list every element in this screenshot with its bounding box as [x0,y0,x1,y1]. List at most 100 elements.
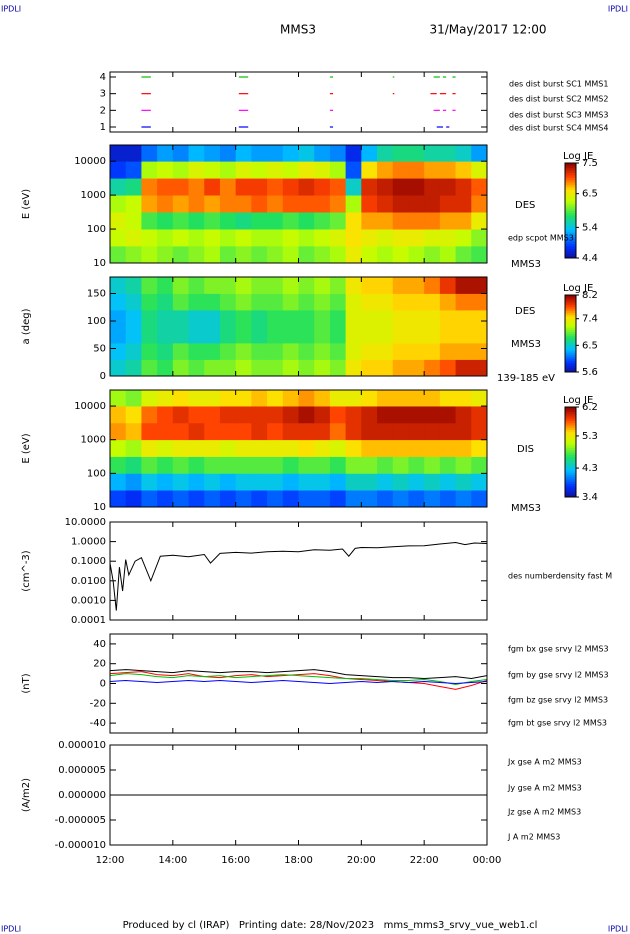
spectrogram-cell [392,293,409,311]
spectrogram-cell [455,473,472,491]
colorbar-segment [565,189,576,192]
spectrogram-cell [345,439,362,457]
spectrogram-cell [392,422,409,441]
spectrogram-cell [314,390,331,407]
spectrogram-cell [377,473,394,491]
y-tick-label: -20 [90,698,106,709]
colorbar-segment [565,429,576,433]
spectrogram-cell [251,456,268,474]
spectrogram-cell [125,439,142,457]
y-tick-label: 2 [100,105,106,116]
spectrogram-cell [455,359,472,376]
colorbar-segment [565,327,576,331]
spectrogram-cell [188,145,205,162]
spectrogram-cell [125,406,142,424]
spectrogram-cell [329,245,347,263]
spectrogram-cell [392,326,409,344]
panel-annotation: MMS3 [511,503,541,514]
plot-area [110,390,487,507]
spectrogram-cell [329,145,347,162]
spectrogram-cell [345,343,362,360]
spectrogram-cell [157,359,174,376]
spectrogram-cell [267,439,284,457]
spectrogram-cell [439,293,456,311]
spectrogram-cell [298,161,315,179]
spectrogram-cell [141,178,158,196]
spectrogram-cell [267,473,284,491]
spectrogram-cell [314,145,331,162]
spectrogram-cell [219,310,237,327]
spectrogram-cell [157,229,174,247]
spectrogram-cell [439,456,456,474]
footer: Produced by cl (IRAP) Printing date: 28/… [123,920,538,931]
colorbar-label: Log JE [563,283,593,294]
spectrogram-cell [424,439,441,457]
spectrogram-cell [377,145,394,162]
colorbar-segment [565,163,576,166]
spectrogram-cell [282,277,299,294]
spectrogram-cell [345,422,362,441]
spectrogram-cell [439,212,456,230]
spectrogram-cell [141,245,158,263]
spectrogram-cell [204,178,221,196]
spectrogram-cell [282,343,299,360]
y-tick-label: 0.0100 [71,576,106,587]
spectrogram-cell [408,490,425,507]
spectrogram-cell [157,178,174,196]
spectrogram-cell [298,293,315,311]
colorbar-segment [565,354,576,358]
spectrogram-cell [110,422,127,441]
colorbar-segment [565,172,576,176]
spectrogram-cell [110,229,127,247]
y-tick-label: 50 [93,344,106,355]
spectrogram-cell [471,473,487,491]
spectrogram-cell [267,343,284,360]
spectrogram-cell [235,422,252,441]
colorbar-segment [565,445,576,448]
spectrogram-cell [125,229,142,247]
spectrogram-cell [172,490,189,507]
spectrogram-cell [439,473,456,491]
spectrogram-cell [471,343,487,360]
spectrogram-cell [204,161,221,179]
spectrogram-cell [188,161,205,179]
spectrogram-cell [377,490,394,507]
spectrogram-cell [110,473,127,491]
legend-entry: fgm bx gse srvy l2 MMS3 [508,645,609,654]
spectrogram-cell [408,473,425,491]
colorbar-segment [565,427,576,430]
panel-annotation: edp scpot MMS3 [508,234,574,243]
colorbar-segment [565,485,576,489]
spectrogram-cell [471,456,487,474]
y-axis-label: E (eV) [21,433,32,463]
spectrogram-cell [235,293,252,311]
spectrogram-cell [408,359,425,376]
colorbar-segment [565,331,576,334]
spectrogram-cell [157,422,174,441]
legend-entry: fgm bz gse srvy l2 MMS3 [508,696,608,705]
spectrogram-cell [471,212,487,230]
spectrogram-cell [110,456,127,474]
legend-entry: fgm by gse srvy l2 MMS3 [508,671,609,680]
spectrogram-cell [298,490,315,507]
legend-entry: Jx gse A m2 MMS3 [507,758,582,767]
spectrogram-cell [235,406,252,424]
spectrogram-cell [188,212,205,230]
colorbar-segment [565,215,576,219]
colorbar-segment [565,298,576,302]
spectrogram-cell [329,359,347,376]
spectrogram-cell [298,390,315,407]
spectrogram-cell [282,326,299,344]
x-tick-label: 18:00 [284,855,313,866]
spectrogram-cell [345,229,362,247]
colorbar-segment [565,316,576,319]
spectrogram-cell [408,277,425,294]
spectrogram-cell [377,293,394,311]
spectrogram-cell [141,326,158,344]
colorbar-segment [565,167,576,171]
spectrogram-cell [392,245,409,263]
spectrogram-cell [157,406,174,424]
spectrogram-cell [235,490,252,507]
spectrogram-cell [392,195,409,213]
colorbar-segment [565,366,576,369]
